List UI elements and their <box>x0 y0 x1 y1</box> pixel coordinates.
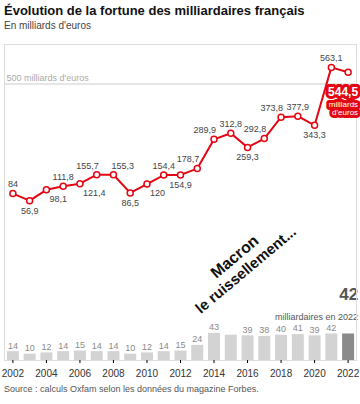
svg-text:2014: 2014 <box>203 368 226 379</box>
svg-text:120: 120 <box>150 188 165 198</box>
html-text:Source : calculs Oxfam selon l: Source : calculs Oxfam selon les données… <box>4 384 259 394</box>
svg-text:2016: 2016 <box>236 368 259 379</box>
svg-text:563,1: 563,1 <box>320 53 343 63</box>
html-text:Macron: Macron <box>207 231 262 282</box>
svg-text:milliardaires en 2022: milliardaires en 2022 <box>275 312 358 322</box>
svg-text:39: 39 <box>310 325 320 335</box>
svg-text:121,4: 121,4 <box>83 188 106 198</box>
svg-text:292,8: 292,8 <box>244 124 267 134</box>
svg-text:56,9: 56,9 <box>21 206 39 216</box>
svg-text:500 milliards d'euros: 500 milliards d'euros <box>7 73 90 83</box>
svg-text:2012: 2012 <box>169 368 192 379</box>
svg-text:38: 38 <box>259 325 269 335</box>
svg-text:12: 12 <box>142 342 152 352</box>
svg-text:2022: 2022 <box>337 368 360 379</box>
svg-text:42: 42 <box>326 323 336 333</box>
svg-text:42: 42 <box>339 285 358 304</box>
html-text:le ruissellement...: le ruissellement... <box>191 222 300 317</box>
svg-text:2018: 2018 <box>270 368 293 379</box>
svg-text:40: 40 <box>276 324 286 334</box>
svg-text:2006: 2006 <box>69 368 92 379</box>
svg-text:milliardsd'euros: milliardsd'euros <box>329 100 358 117</box>
svg-text:259,3: 259,3 <box>236 152 259 162</box>
svg-text:154,4: 154,4 <box>152 161 175 171</box>
svg-text:2002: 2002 <box>2 368 25 379</box>
svg-text:14: 14 <box>58 341 68 351</box>
svg-text:43: 43 <box>209 322 219 332</box>
svg-text:98,1: 98,1 <box>49 194 67 204</box>
svg-text:2020: 2020 <box>303 368 326 379</box>
svg-text:14: 14 <box>108 341 118 351</box>
svg-text:10: 10 <box>25 343 35 353</box>
svg-text:15: 15 <box>175 340 185 350</box>
svg-text:155,7: 155,7 <box>76 161 99 171</box>
svg-text:2010: 2010 <box>136 368 159 379</box>
svg-text:178,7: 178,7 <box>177 154 200 164</box>
svg-text:544,5: 544,5 <box>328 85 358 99</box>
svg-text:312,8: 312,8 <box>220 119 243 129</box>
svg-text:111,8: 111,8 <box>53 172 74 182</box>
html-text:Évolution de la fortune des mi: Évolution de la fortune des milliardaire… <box>4 3 305 18</box>
svg-text:86,5: 86,5 <box>121 198 139 208</box>
svg-text:377,9: 377,9 <box>287 102 310 112</box>
svg-text:343,3: 343,3 <box>303 130 326 140</box>
svg-text:2004: 2004 <box>35 368 58 379</box>
svg-text:14: 14 <box>159 341 169 351</box>
html-text:En milliards d'euros: En milliards d'euros <box>4 20 91 31</box>
svg-text:14: 14 <box>92 341 102 351</box>
svg-text:15: 15 <box>75 340 85 350</box>
svg-text:41: 41 <box>293 323 303 333</box>
svg-text:2008: 2008 <box>102 368 125 379</box>
svg-text:84: 84 <box>8 179 18 189</box>
svg-text:24: 24 <box>192 334 202 344</box>
svg-text:12: 12 <box>41 342 51 352</box>
svg-text:155,3: 155,3 <box>111 161 134 171</box>
svg-text:373,8: 373,8 <box>261 103 284 113</box>
svg-text:10: 10 <box>125 343 135 353</box>
svg-text:39: 39 <box>243 325 253 335</box>
svg-text:154,9: 154,9 <box>169 180 192 190</box>
svg-text:289,9: 289,9 <box>193 125 216 135</box>
svg-text:14: 14 <box>8 341 18 351</box>
